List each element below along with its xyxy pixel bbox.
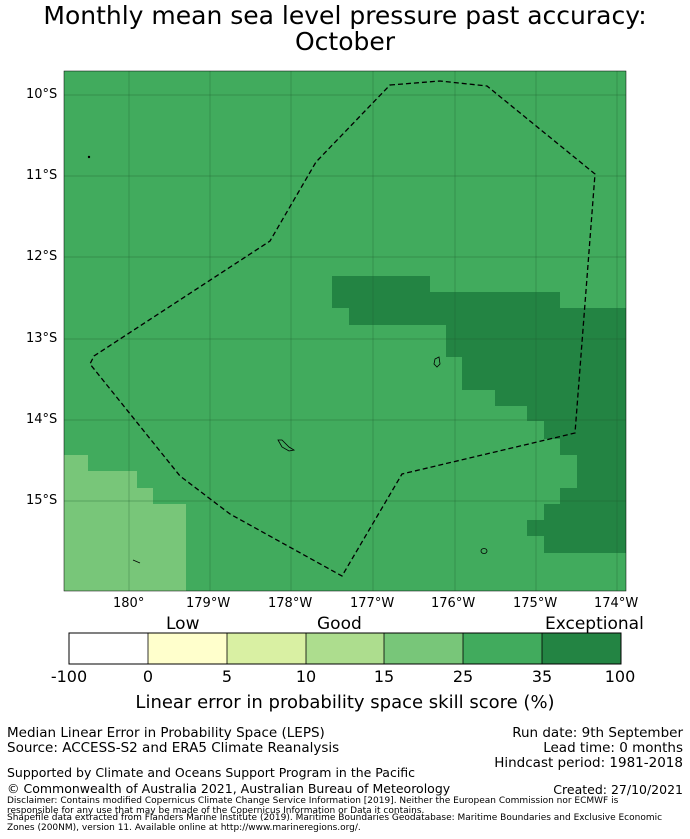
disclaimer-line-4: Zones (200NM), version 11. Available onl…	[7, 823, 361, 833]
good-skill-region	[64, 455, 186, 591]
disclaimer-line-3: Shapefile data extracted from Flanders M…	[7, 813, 663, 823]
supported-text: Supported by Climate and Oceans Support …	[7, 765, 416, 780]
chart-title-line-1: Monthly mean sea level pressure past acc…	[43, 1, 647, 30]
level-label-good: Good	[317, 614, 362, 634]
colorbar-bin-4	[306, 633, 384, 664]
island-2	[277, 439, 296, 452]
colorbar-label: Linear error in probability space skill …	[135, 692, 555, 713]
map-gridlines	[64, 71, 626, 591]
lon-tick-label: 180°	[113, 596, 145, 611]
colorbar-bin-1	[69, 633, 148, 664]
colorbar-tick-label: 25	[452, 667, 474, 686]
island-1	[433, 356, 441, 368]
run-date-text: Run date: 9th September	[512, 725, 683, 741]
created-text: Created: 27/10/2021	[553, 782, 683, 797]
colorbar-tick-label: -100	[50, 667, 88, 686]
method-text: Median Linear Error in Probability Space…	[7, 725, 325, 741]
disclaimer-line-2: responsible for any use that may be made…	[7, 806, 425, 816]
lon-tick-label: 179°W	[186, 596, 231, 611]
lon-tick-label: 174°W	[594, 596, 639, 611]
map-frame	[63, 70, 627, 592]
colorbar-bin-5	[384, 633, 463, 664]
colorbar-tick-label: 100	[604, 667, 636, 686]
island-5	[87, 155, 91, 159]
island-4	[132, 559, 141, 564]
level-label-exceptional: Exceptional	[545, 614, 644, 634]
lat-tick-label: 14°S	[26, 412, 58, 427]
disclaimer-line-1: Disclaimer: Contains modified Copernicus…	[7, 796, 619, 806]
map-area	[63, 70, 627, 592]
hindcast-text: Hindcast period: 1981-2018	[494, 755, 683, 771]
lat-tick-label: 13°S	[26, 331, 58, 346]
lead-time-text: Lead time: 0 months	[543, 740, 683, 756]
colorbar-tick-label: 5	[221, 667, 233, 686]
lat-tick-label: 12°S	[26, 249, 58, 264]
source-text: Source: ACCESS-S2 and ERA5 Climate Reana…	[7, 740, 340, 756]
colorbar-tick-label: 10	[295, 667, 317, 686]
level-label-low: Low	[166, 614, 200, 634]
colorbar-bin-6	[463, 633, 542, 664]
lat-tick-label: 15°S	[26, 493, 58, 508]
colorbar-tick-label: 15	[373, 667, 395, 686]
chart-title-line-2: October	[294, 27, 396, 56]
colorbar-bin-2	[148, 633, 227, 664]
colorbar-tick-label: 35	[531, 667, 553, 686]
eez-boundary	[89, 80, 596, 577]
islands	[87, 155, 488, 564]
island-3	[480, 548, 488, 554]
lon-tick-label: 177°W	[350, 596, 395, 611]
lon-tick-label: 176°W	[431, 596, 476, 611]
colorbar-frame	[68, 632, 622, 665]
colorbar-tick-label: 0	[142, 667, 154, 686]
colorbar-bin-7	[542, 633, 621, 664]
exceptional-skill-region	[332, 276, 626, 553]
colorbar	[68, 632, 622, 665]
colorbar-bin-3	[227, 633, 306, 664]
lon-tick-label: 178°W	[268, 596, 313, 611]
lon-tick-label: 175°W	[513, 596, 558, 611]
lat-tick-label: 10°S	[26, 87, 58, 102]
copyright-text: © Commonwealth of Australia 2021, Austra…	[7, 781, 451, 796]
lat-tick-label: 11°S	[26, 168, 58, 183]
